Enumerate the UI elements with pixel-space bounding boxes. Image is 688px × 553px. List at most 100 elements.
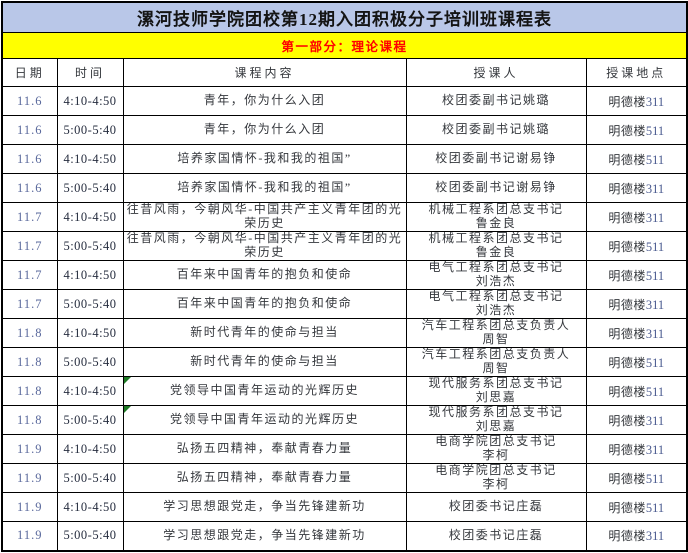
course-text: 往昔风雨，今朝风华-中国共产主义青年团的光荣历史: [126, 202, 403, 230]
location-cell: 明德楼311: [585, 318, 688, 348]
course-cell: 青年，你为什么入团: [122, 115, 407, 145]
course-text: 培养家国情怀-我和我的祖国”: [177, 151, 352, 166]
location-cell: 明德楼511: [585, 463, 688, 493]
time-cell: 5:00-5:40: [56, 115, 124, 145]
time-cell: 5:00-5:40: [56, 463, 124, 493]
instructor-cell: 现代服务系团总支书记 刘思嘉: [405, 405, 587, 435]
title-row: 漯河技师学院团校第12期入团积极分子培训班课程表: [1, 1, 688, 33]
location-cell: 明德楼311: [585, 434, 688, 464]
table-row: 11.6 5:00-5:40 培养家国情怀-我和我的祖国” 校团委副书记谢易铮 …: [1, 173, 688, 203]
date-cell: 11.9: [1, 463, 58, 493]
location-cell: 明德楼511: [585, 376, 688, 406]
location-cell: 明德楼511: [585, 231, 688, 261]
table-row: 11.6 5:00-5:40 青年，你为什么入团 校团委副书记姚璐 明德楼511: [1, 115, 688, 145]
error-flag-icon: [124, 406, 131, 413]
table-row: 11.7 5:00-5:40 百年来中国青年的抱负和使命 电气工程系团总支书记 …: [1, 289, 688, 319]
instructor-cell: 校团委副书记姚璐: [405, 86, 587, 116]
location-room: 311: [645, 413, 665, 428]
course-text: 党领导中国青年运动的光辉历史: [169, 412, 359, 427]
course-cell: 青年，你为什么入团: [122, 86, 407, 116]
table-row: 11.7 5:00-5:40 往昔风雨，今朝风华-中国共产主义青年团的光荣历史 …: [1, 231, 688, 261]
course-cell: 百年来中国青年的抱负和使命: [122, 260, 407, 290]
instructor-cell: 电气工程系团总支书记 刘浩杰: [405, 289, 587, 319]
location-room: 511: [645, 384, 665, 399]
course-text: 学习思想跟党走，争当先锋建新功: [163, 527, 366, 542]
course-cell: 新时代青年的使命与担当: [122, 347, 407, 377]
location-room: 311: [645, 181, 665, 196]
location-building: 明德楼: [608, 210, 646, 225]
location-building: 明德楼: [608, 239, 646, 254]
location-cell: 明德楼311: [585, 173, 688, 203]
table-row: 11.8 4:10-4:50 党领导中国青年运动的光辉历史 现代服务系团总支书记…: [1, 376, 688, 406]
instructor-cell: 校团委书记庄磊: [405, 521, 587, 551]
instructor-cell: 汽车工程系团总支负责人 周智: [405, 318, 587, 348]
location-room: 511: [645, 268, 665, 283]
section-label: 第一部分：理论课程: [1, 32, 688, 59]
section-row: 第一部分：理论课程: [1, 32, 688, 59]
column-header-row: 日期 时间 课程内容 授课人 授课地点: [1, 58, 688, 87]
time-cell: 4:10-4:50: [56, 86, 124, 116]
course-text: 党领导中国青年运动的光辉历史: [169, 383, 359, 398]
time-cell: 5:00-5:40: [56, 289, 124, 319]
location-building: 明德楼: [608, 297, 646, 312]
date-cell: 11.7: [1, 231, 58, 261]
header-course: 课程内容: [122, 58, 407, 87]
location-building: 明德楼: [608, 442, 646, 457]
header-instructor: 授课人: [405, 58, 587, 87]
course-text: 往昔风雨，今朝风华-中国共产主义青年团的光荣历史: [126, 231, 403, 259]
location-cell: 明德楼511: [585, 347, 688, 377]
location-building: 明德楼: [608, 123, 646, 138]
date-cell: 11.6: [1, 115, 58, 145]
instructor-cell: 现代服务系团总支书记 刘思嘉: [405, 376, 587, 406]
location-cell: 明德楼311: [585, 405, 688, 435]
course-cell: 弘扬五四精神，奉献青春力量: [122, 434, 407, 464]
table-row: 11.8 5:00-5:40 党领导中国青年运动的光辉历史 现代服务系团总支书记…: [1, 405, 688, 435]
course-text: 新时代青年的使命与担当: [190, 354, 339, 369]
location-room: 511: [645, 471, 665, 486]
table-row: 11.7 4:10-4:50 百年来中国青年的抱负和使命 电气工程系团总支书记 …: [1, 260, 688, 290]
date-cell: 11.8: [1, 347, 58, 377]
location-building: 明德楼: [608, 413, 646, 428]
table-row: 11.9 5:00-5:40 弘扬五四精神，奉献青春力量 电商学院团总支书记 李…: [1, 463, 688, 493]
course-text: 学习思想跟党走，争当先锋建新功: [163, 499, 366, 514]
time-cell: 5:00-5:40: [56, 173, 124, 203]
location-cell: 明德楼511: [585, 492, 688, 522]
course-cell: 培养家国情怀-我和我的祖国”: [122, 144, 407, 174]
table-row: 11.6 4:10-4:50 培养家国情怀-我和我的祖国” 校团委副书记谢易铮 …: [1, 144, 688, 174]
date-cell: 11.9: [1, 492, 58, 522]
time-cell: 5:00-5:40: [56, 521, 124, 551]
time-cell: 4:10-4:50: [56, 434, 124, 464]
location-room: 311: [645, 94, 665, 109]
location-room: 311: [645, 529, 665, 544]
table-row: 11.9 4:10-4:50 学习思想跟党走，争当先锋建新功 校团委书记庄磊 明…: [1, 492, 688, 522]
instructor-cell: 校团委副书记谢易铮: [405, 144, 587, 174]
date-cell: 11.6: [1, 173, 58, 203]
location-building: 明德楼: [608, 500, 646, 515]
time-cell: 5:00-5:40: [56, 405, 124, 435]
instructor-cell: 校团委书记庄磊: [405, 492, 587, 522]
instructor-cell: 校团委副书记谢易铮: [405, 173, 587, 203]
location-room: 511: [645, 152, 665, 167]
course-text: 新时代青年的使命与担当: [190, 325, 339, 340]
time-cell: 4:10-4:50: [56, 318, 124, 348]
instructor-cell: 电气工程系团总支书记 刘浩杰: [405, 260, 587, 290]
time-cell: 5:00-5:40: [56, 347, 124, 377]
date-cell: 11.7: [1, 260, 58, 290]
table-row: 11.7 4:10-4:50 往昔风雨，今朝风华-中国共产主义青年团的光荣历史 …: [1, 202, 688, 232]
course-cell: 学习思想跟党走，争当先锋建新功: [122, 492, 407, 522]
instructor-cell: 机械工程系团总支书记 鲁金良: [405, 202, 587, 232]
location-room: 511: [645, 355, 665, 370]
location-room: 311: [645, 210, 665, 225]
course-text: 青年，你为什么入团: [203, 93, 326, 108]
date-cell: 11.7: [1, 289, 58, 319]
location-room: 511: [645, 239, 665, 254]
date-cell: 11.6: [1, 144, 58, 174]
instructor-cell: 电商学院团总支书记 李柯: [405, 434, 587, 464]
course-cell: 弘扬五四精神，奉献青春力量: [122, 463, 407, 493]
table-row: 11.8 4:10-4:50 新时代青年的使命与担当 汽车工程系团总支负责人 周…: [1, 318, 688, 348]
date-cell: 11.9: [1, 434, 58, 464]
course-text: 百年来中国青年的抱负和使命: [176, 296, 353, 311]
time-cell: 4:10-4:50: [56, 492, 124, 522]
